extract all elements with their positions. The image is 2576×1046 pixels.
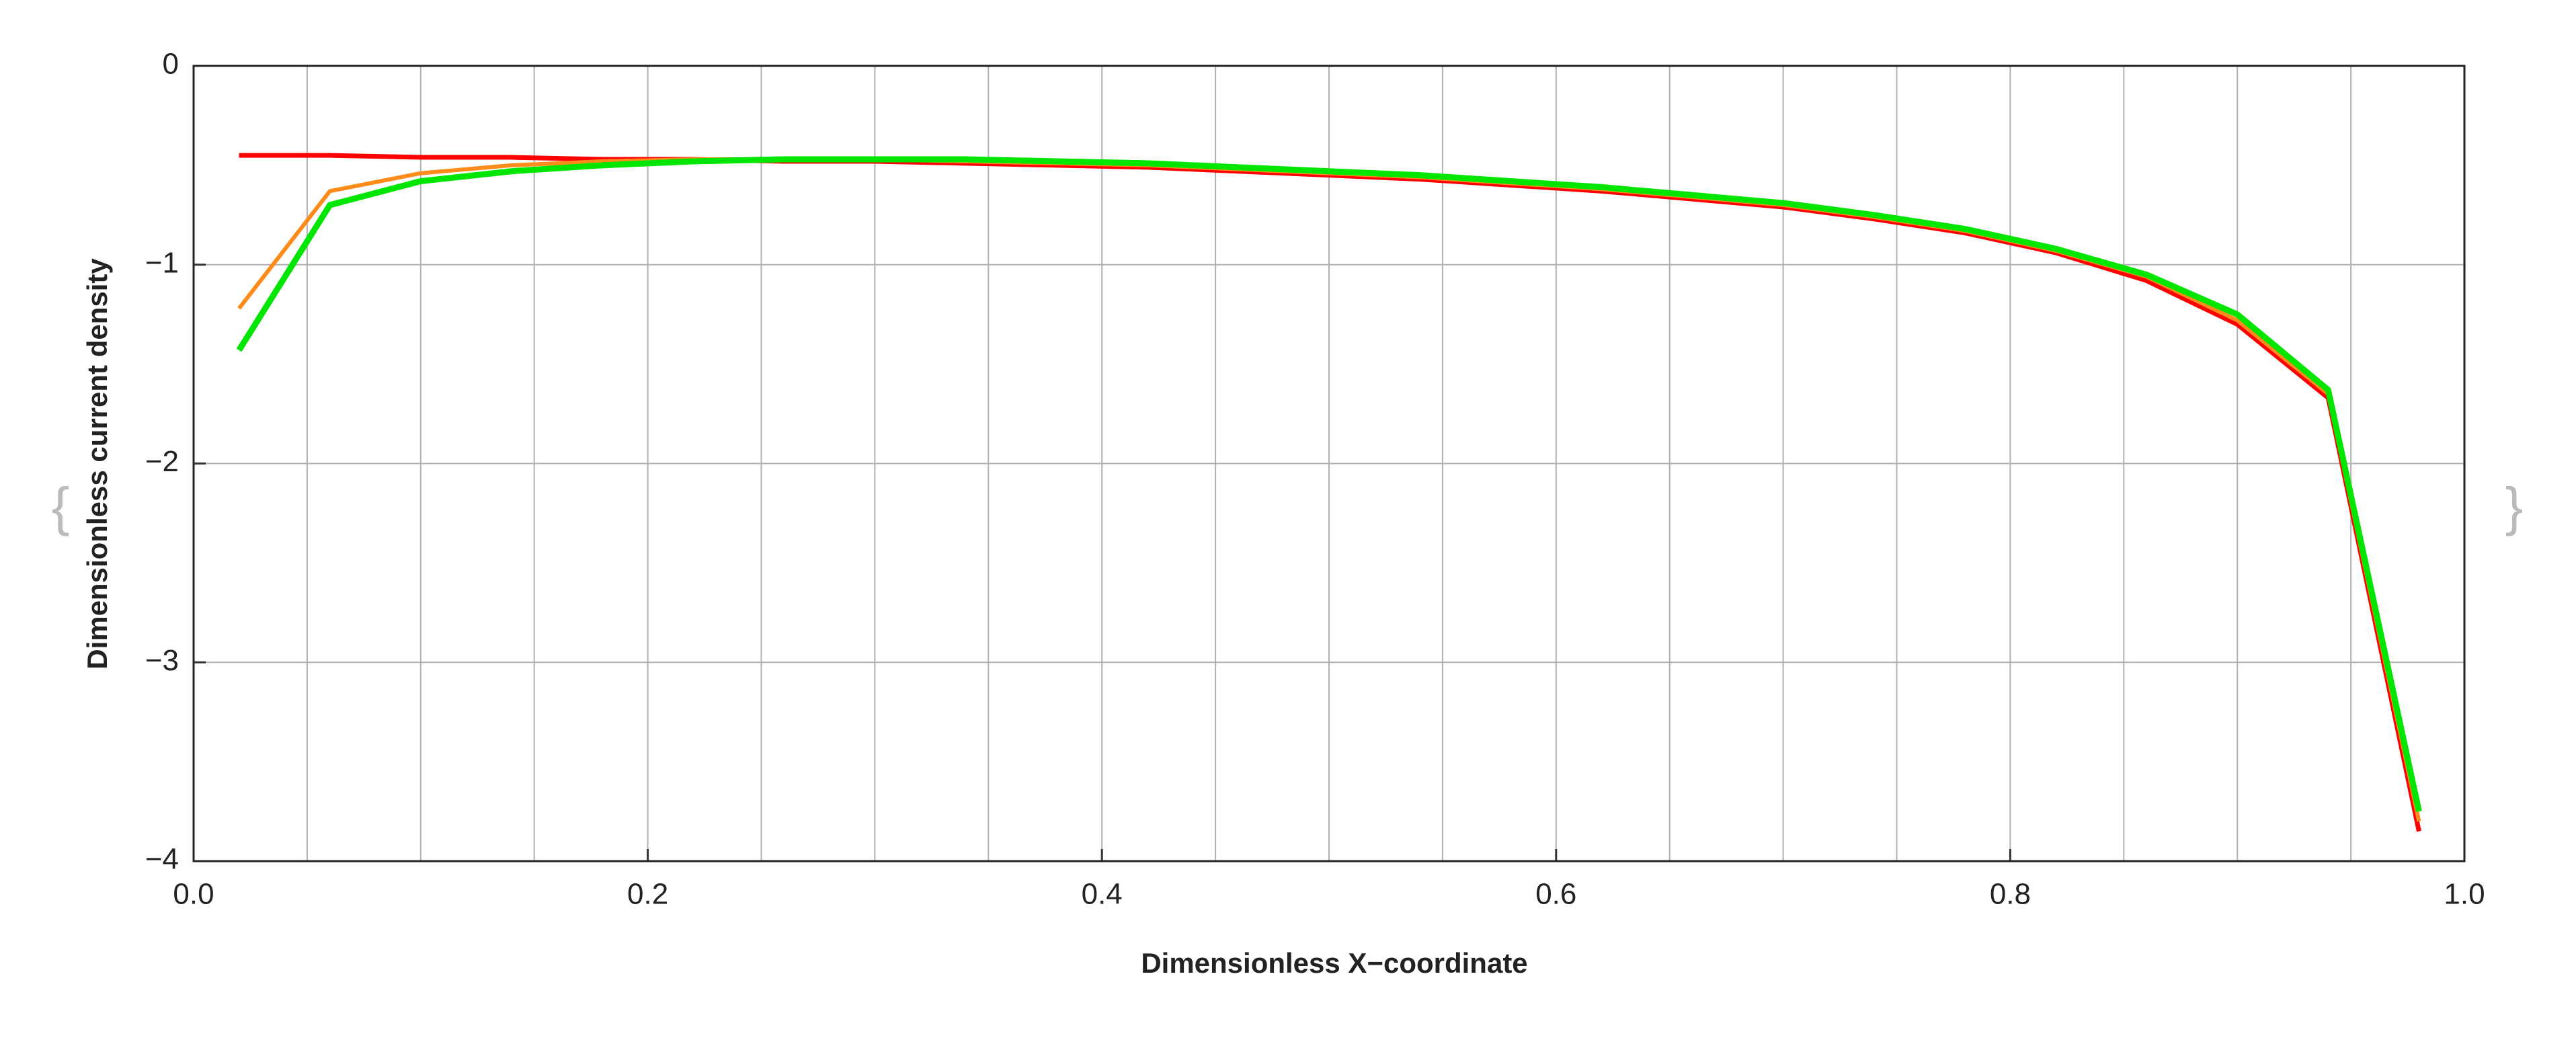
- y-tick-label: −3: [145, 644, 179, 677]
- y-tick-label: −2: [145, 445, 179, 478]
- list-open-brace: {: [52, 477, 70, 536]
- x-tick-label: 1.0: [2444, 878, 2485, 911]
- y-tick-label: 0: [163, 48, 179, 81]
- x-tick-label: 0.4: [1082, 878, 1123, 911]
- y-axis-label: Dimensionless current density: [81, 258, 113, 670]
- x-tick-label: 0.8: [1990, 878, 2031, 911]
- list-close-brace: }: [2505, 477, 2524, 536]
- y-tick-label: −4: [145, 843, 179, 876]
- data-line: [236, 156, 2422, 813]
- x-tick-label: 0.6: [1535, 878, 1576, 911]
- x-tick-label: 0.2: [627, 878, 668, 911]
- x-axis-label: Dimensionless X−coordinate: [1141, 947, 1527, 979]
- plot-frame: [192, 65, 2466, 862]
- y-tick-label: −1: [145, 246, 179, 279]
- x-tick-label: 0.0: [173, 878, 214, 911]
